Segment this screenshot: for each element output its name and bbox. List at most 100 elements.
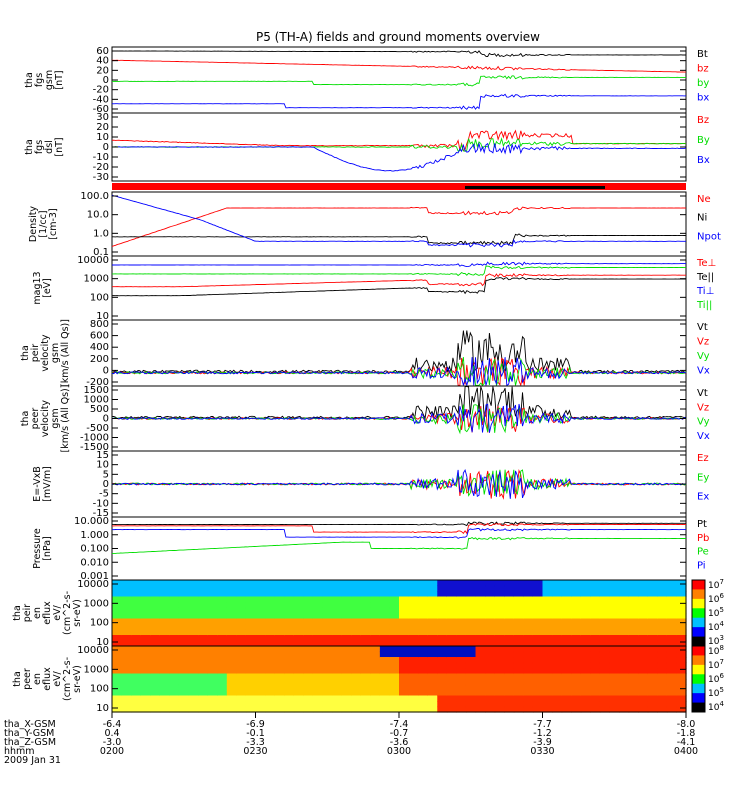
spectrogram-cell <box>198 657 209 664</box>
spectrogram-cell <box>379 591 391 598</box>
spectrogram-cell <box>485 580 496 587</box>
spectrogram-cell <box>207 602 218 609</box>
y-axis-label: [nT] <box>54 70 65 89</box>
spectrogram-cell <box>552 684 563 691</box>
spectrogram-cell <box>217 591 228 598</box>
spectrogram-cell <box>207 591 218 598</box>
spectrogram-cell <box>207 618 218 625</box>
spectrogram-cell <box>513 602 524 609</box>
spectrogram-cell <box>207 651 218 658</box>
spectrogram-cell <box>494 701 505 708</box>
spectrogram-cell <box>408 607 419 614</box>
spectrogram-cell <box>379 651 391 658</box>
legend-label: Bz <box>697 115 709 126</box>
spectrogram-cell <box>571 585 582 592</box>
spectrogram-cell <box>542 618 553 625</box>
spectrogram-cell <box>389 690 400 697</box>
spectrogram-cell <box>532 695 544 702</box>
spectrogram-cell <box>169 613 180 620</box>
spectrogram-cell <box>676 679 687 686</box>
y-axis-label: [nT] <box>54 137 65 156</box>
spectrogram-cell <box>475 673 486 680</box>
spectrogram-cell <box>676 607 687 614</box>
spectrogram-cell <box>169 695 180 702</box>
spectrogram-cell <box>456 679 467 686</box>
spectrogram-cell <box>408 602 419 609</box>
axis-value: 0330 <box>530 746 554 757</box>
spectrogram-cell <box>437 640 448 647</box>
series-line-Vx <box>111 403 687 433</box>
y-tick-label: 10 <box>96 703 109 714</box>
spectrogram-cell <box>112 706 123 713</box>
spectrogram-cell <box>274 662 285 669</box>
axis-value: -1.8 <box>677 728 696 739</box>
spectrogram-cell <box>676 591 687 598</box>
spectrogram-cell <box>532 613 544 620</box>
spectrogram-cell <box>628 635 639 642</box>
spectrogram-cell <box>284 596 295 603</box>
spectrogram-cell <box>456 701 467 708</box>
spectrogram-cell <box>140 673 151 680</box>
spectrogram-cell <box>532 673 544 680</box>
y-axis-label: peir <box>22 604 33 623</box>
y-tick-label: -500 <box>86 423 109 434</box>
spectrogram-cell <box>523 613 534 620</box>
spectrogram-cell <box>217 679 228 686</box>
spectrogram-cell <box>552 635 563 642</box>
spectrogram-cell <box>332 596 343 603</box>
colorbar-exponent: 5 <box>719 606 723 614</box>
spectrogram-cell <box>494 695 505 702</box>
spectrogram-cell <box>513 624 524 631</box>
spectrogram-cell <box>427 602 438 609</box>
spectrogram-cell <box>561 624 572 631</box>
spectrogram-cell <box>561 613 572 620</box>
spectrogram-cell <box>580 580 591 587</box>
spectrogram-cell <box>552 673 563 680</box>
spectrogram-cell <box>140 690 151 697</box>
spectrogram-cell <box>245 596 257 603</box>
spectrogram-cell <box>332 673 343 680</box>
spectrogram-cell <box>647 635 658 642</box>
spectrogram-cell <box>599 662 611 669</box>
spectrogram-cell <box>657 635 668 642</box>
spectrogram-cell <box>265 679 276 686</box>
y-axis-label: en <box>32 673 43 685</box>
y-tick-label: -40 <box>93 94 109 105</box>
spectrogram-cell <box>112 657 123 664</box>
spectrogram-cell <box>676 585 687 592</box>
spectrogram-cell <box>666 591 678 598</box>
spectrogram-cell <box>332 591 343 598</box>
spectrogram-cell <box>580 613 591 620</box>
spectrogram-cell <box>561 673 572 680</box>
spectrogram-cell <box>523 624 534 631</box>
spectrogram-cell <box>293 651 304 658</box>
spectrogram-cell <box>178 618 190 625</box>
spectrogram-cell <box>542 602 553 609</box>
spectrogram-cell <box>245 585 257 592</box>
spectrogram-cell <box>131 585 142 592</box>
spectrogram-cell <box>332 657 343 664</box>
spectrogram-cell <box>456 624 467 631</box>
spectrogram-cell <box>341 580 352 587</box>
spectrogram-cell <box>255 695 266 702</box>
spectrogram-cell <box>542 580 553 587</box>
spectrogram-cell <box>647 690 658 697</box>
spectrogram-cell <box>140 679 151 686</box>
spectrogram-cell <box>245 651 257 658</box>
spectrogram-cell <box>322 624 333 631</box>
colorbar-exponent: 6 <box>719 592 724 600</box>
y-axis-label: tha <box>24 139 35 155</box>
spectrogram-cell <box>245 679 257 686</box>
spectrogram-cell <box>188 657 199 664</box>
spectrogram-cell <box>609 646 620 653</box>
spectrogram-cell <box>322 580 333 587</box>
spectrogram-cell <box>456 613 467 620</box>
spectrogram-cell <box>255 651 266 658</box>
spectrogram-cell <box>638 690 649 697</box>
spectrogram-cell <box>341 646 352 653</box>
date-label: 2009 Jan 31 <box>4 755 61 766</box>
spectrogram-cell <box>580 651 591 658</box>
y-axis-label: [nPa] <box>42 536 53 561</box>
spectrogram-cell <box>542 591 553 598</box>
